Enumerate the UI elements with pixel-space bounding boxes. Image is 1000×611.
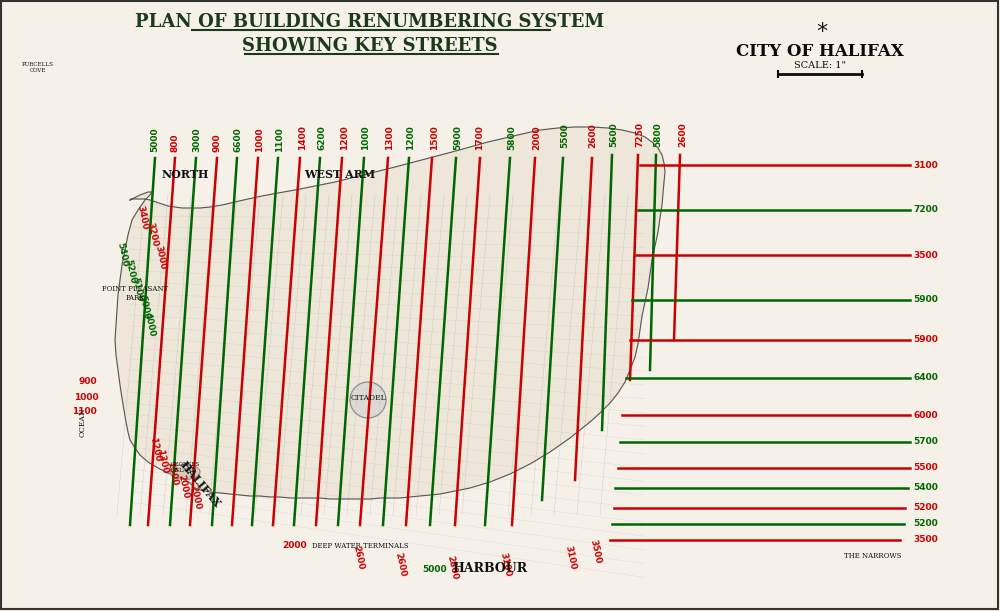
Text: 2600: 2600: [351, 545, 365, 571]
Text: 3500: 3500: [913, 251, 938, 260]
Text: 3000: 3000: [153, 245, 167, 271]
Text: SCALE: 1": SCALE: 1": [794, 62, 846, 70]
Polygon shape: [115, 127, 665, 499]
Text: 7250: 7250: [636, 122, 644, 147]
Text: 2600: 2600: [678, 122, 688, 147]
Text: WEST ARM: WEST ARM: [304, 169, 376, 180]
Text: 5200: 5200: [913, 503, 938, 513]
Text: NORTH: NORTH: [161, 169, 209, 180]
Text: 3100: 3100: [563, 545, 577, 571]
Text: 5900: 5900: [913, 296, 938, 304]
Text: OCEAN: OCEAN: [79, 408, 87, 437]
Text: GEORGES
ISLAND: GEORGES ISLAND: [170, 462, 200, 473]
Text: 5800: 5800: [508, 125, 516, 150]
Text: 1400: 1400: [298, 125, 308, 150]
Text: 3200: 3200: [145, 222, 159, 248]
Text: 5200: 5200: [913, 519, 938, 529]
Text: PLAN OF BUILDING RENUMBERING SYSTEM: PLAN OF BUILDING RENUMBERING SYSTEM: [135, 13, 605, 31]
Text: POINT PLEASANT
PARK: POINT PLEASANT PARK: [102, 285, 168, 302]
Text: 3100: 3100: [498, 552, 512, 578]
Text: 4000: 4000: [143, 312, 157, 338]
Text: 5000: 5000: [423, 566, 447, 574]
Text: 900: 900: [79, 378, 97, 387]
Text: 800: 800: [170, 133, 180, 152]
Text: 1500: 1500: [430, 125, 440, 150]
Text: CITY OF HALIFAX: CITY OF HALIFAX: [736, 43, 904, 60]
Text: 5700: 5700: [913, 437, 938, 447]
Text: 5400: 5400: [115, 242, 129, 268]
Text: 1300: 1300: [155, 449, 169, 475]
Text: 3100: 3100: [913, 161, 938, 169]
Text: 5900: 5900: [913, 335, 938, 345]
Text: 1000: 1000: [362, 125, 370, 150]
Text: 6200: 6200: [318, 125, 326, 150]
Text: 1200: 1200: [340, 125, 350, 150]
Text: 2800: 2800: [445, 555, 459, 581]
Text: 3000: 3000: [192, 127, 202, 152]
Text: 5800: 5800: [654, 122, 662, 147]
Text: 1300: 1300: [386, 125, 394, 150]
Text: 7200: 7200: [913, 205, 938, 214]
Text: 3500: 3500: [588, 539, 602, 565]
Text: 6000: 6000: [913, 411, 938, 420]
Text: 1000: 1000: [256, 127, 264, 152]
Text: 5000: 5000: [150, 127, 160, 152]
Text: 5500: 5500: [560, 123, 570, 148]
Text: 1200: 1200: [406, 125, 416, 150]
Text: 5500: 5500: [913, 464, 938, 472]
Text: 5600: 5600: [610, 122, 618, 147]
Ellipse shape: [170, 464, 200, 480]
Text: 5200: 5200: [123, 259, 137, 285]
Text: SHOWING KEY STREETS: SHOWING KEY STREETS: [242, 37, 498, 55]
Text: 1200: 1200: [148, 437, 162, 463]
Text: DEEP WATER TERMINALS: DEEP WATER TERMINALS: [312, 542, 408, 550]
Text: 1500: 1500: [165, 461, 179, 487]
Text: 2600: 2600: [588, 123, 598, 148]
Text: 2000: 2000: [188, 485, 202, 511]
Text: 3400: 3400: [135, 205, 149, 231]
Text: 5000: 5000: [137, 295, 151, 321]
Text: 2000: 2000: [283, 541, 307, 549]
Text: HARBOUR: HARBOUR: [452, 562, 528, 575]
Text: CITADEL: CITADEL: [350, 394, 386, 402]
Text: THE NARROWS: THE NARROWS: [844, 552, 902, 560]
Text: PURCELLS
COVE: PURCELLS COVE: [22, 62, 54, 73]
Text: 6600: 6600: [234, 127, 242, 152]
Text: 2000: 2000: [176, 474, 190, 500]
Text: 2000: 2000: [532, 125, 542, 150]
Circle shape: [350, 382, 386, 418]
Text: 1700: 1700: [476, 125, 484, 150]
Text: HALIFAX: HALIFAX: [178, 459, 222, 510]
Text: 6400: 6400: [913, 373, 938, 382]
Text: 5400: 5400: [913, 483, 938, 492]
Text: 1100: 1100: [72, 408, 96, 417]
Text: 3500: 3500: [913, 535, 938, 544]
Text: 5900: 5900: [454, 125, 462, 150]
Text: *: *: [816, 22, 828, 42]
Text: 2600: 2600: [393, 552, 407, 578]
Text: 1100: 1100: [276, 127, 285, 152]
Text: 5100: 5100: [130, 277, 144, 303]
Text: 1000: 1000: [74, 393, 98, 403]
Text: 900: 900: [212, 133, 222, 152]
